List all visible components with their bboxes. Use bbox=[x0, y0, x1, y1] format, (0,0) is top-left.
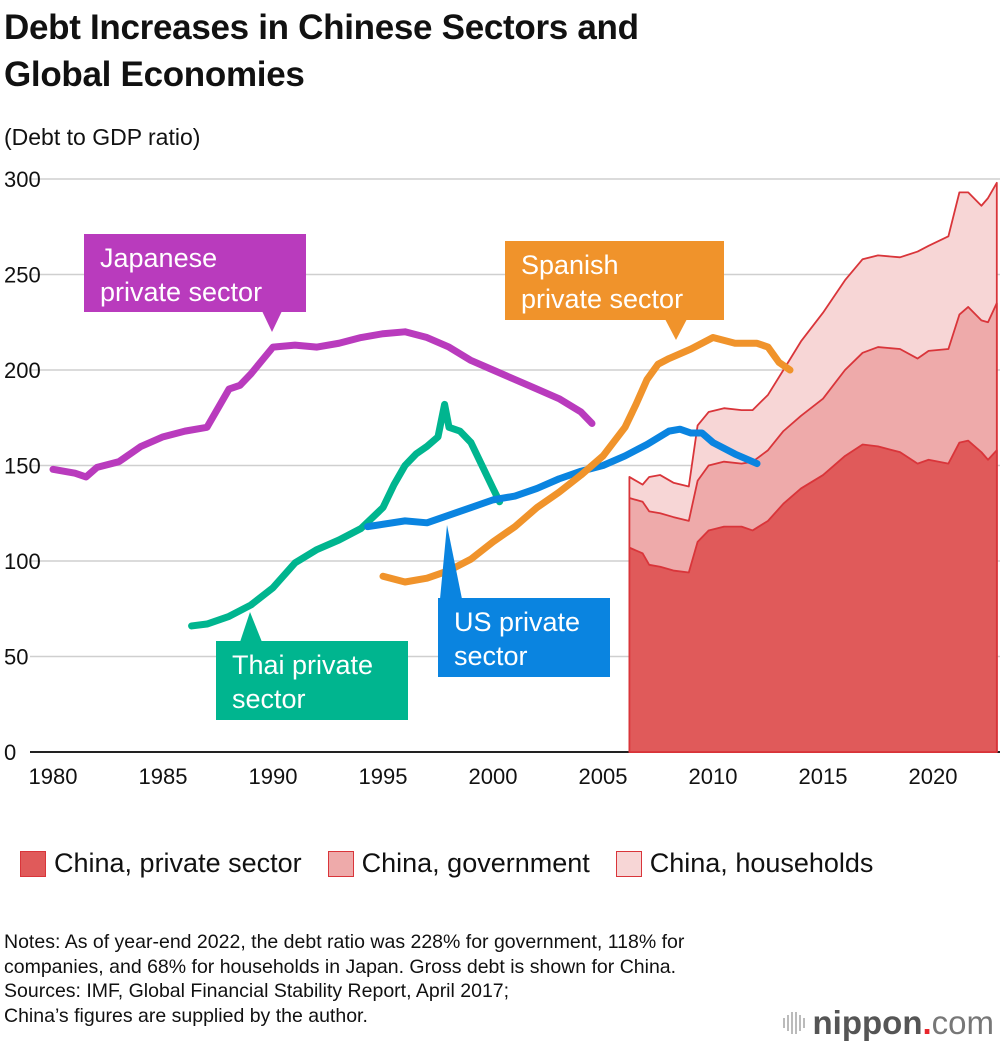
callout-label: Japanese bbox=[100, 243, 217, 273]
y-tick-label: 200 bbox=[4, 358, 41, 383]
logo-text: nippon bbox=[812, 1004, 923, 1041]
title-line-1: Debt Increases in Chinese Sectors and bbox=[4, 8, 639, 47]
legend-label: China, government bbox=[361, 848, 590, 878]
y-axis-unit: (Debt to GDP ratio) bbox=[4, 124, 201, 150]
line-thai-private-sector bbox=[188, 400, 504, 630]
callout-label: private sector bbox=[100, 277, 262, 307]
y-tick-label: 250 bbox=[4, 263, 41, 288]
y-tick-label: 50 bbox=[4, 645, 28, 670]
y-tick-label: 150 bbox=[4, 454, 41, 479]
logo-dot: . bbox=[922, 1004, 932, 1041]
callout-box-us-private-sector bbox=[438, 598, 610, 677]
legend-swatch bbox=[327, 850, 354, 877]
callout-label: sector bbox=[232, 684, 306, 714]
chart-title: Debt Increases in Chinese Sectors and Gl… bbox=[4, 4, 639, 98]
callout-label: Spanish bbox=[521, 250, 619, 280]
callout-box-thai-private-sector bbox=[216, 641, 408, 720]
legend-label: China, households bbox=[649, 848, 874, 878]
x-tick-label: 2010 bbox=[689, 764, 738, 789]
source-line: Sources: IMF, Global Financial Stability… bbox=[4, 980, 510, 1002]
title-line-2: Global Economies bbox=[4, 55, 305, 94]
logo-suffix: com bbox=[931, 1004, 994, 1041]
callout-box-japanese-private-sector bbox=[84, 234, 306, 312]
callout-label: Thai private bbox=[232, 650, 373, 680]
callout-pointer bbox=[262, 311, 282, 332]
x-tick-label: 2015 bbox=[799, 764, 848, 789]
note-line: Notes: As of year-end 2022, the debt rat… bbox=[4, 931, 685, 953]
legend-item-china-government: China, government bbox=[327, 848, 590, 879]
line-japanese-private-sector bbox=[49, 328, 596, 481]
x-tick-label: 2005 bbox=[579, 764, 628, 789]
x-tick-label: 1995 bbox=[359, 764, 408, 789]
legend-swatch bbox=[615, 850, 642, 877]
line-spanish-private-sector bbox=[379, 334, 794, 586]
legend: China, private sector China, government … bbox=[20, 848, 873, 879]
callout-pointer bbox=[240, 612, 262, 642]
y-tick-label: 0 bbox=[4, 740, 16, 765]
logo-bars-icon bbox=[782, 1012, 805, 1034]
chart-plot: Japanese private sector Thai private sector… bbox=[4, 167, 1000, 789]
x-tick-label: 2020 bbox=[909, 764, 958, 789]
x-tick-label: 1990 bbox=[249, 764, 298, 789]
note-line: companies, and 68% for households in Jap… bbox=[4, 955, 677, 978]
callout-label: sector bbox=[454, 641, 528, 671]
legend-label: China, private sector bbox=[54, 848, 302, 878]
x-tick-label: 1985 bbox=[139, 764, 188, 789]
area-china-private-sector bbox=[628, 439, 998, 753]
y-tick-label: 300 bbox=[4, 167, 41, 192]
callout-pointer bbox=[440, 525, 462, 599]
nippon-logo: nippon.com bbox=[782, 1004, 994, 1042]
callout-box-spanish-private-sector bbox=[505, 241, 724, 320]
source-line: China’s figures are supplied by the auth… bbox=[4, 1004, 368, 1027]
callout-label: US private bbox=[454, 607, 580, 637]
legend-item-china-private: China, private sector bbox=[20, 848, 302, 879]
x-tick-label: 2000 bbox=[469, 764, 518, 789]
legend-swatch bbox=[20, 850, 46, 877]
x-tick-label: 1980 bbox=[29, 764, 78, 789]
legend-item-china-households: China, households bbox=[615, 848, 874, 879]
notes: Notes: As of year-end 2022, the debt rat… bbox=[4, 930, 904, 1028]
y-tick-label: 100 bbox=[4, 549, 41, 574]
callout-pointer bbox=[665, 319, 687, 340]
callout-label: private sector bbox=[521, 284, 683, 314]
